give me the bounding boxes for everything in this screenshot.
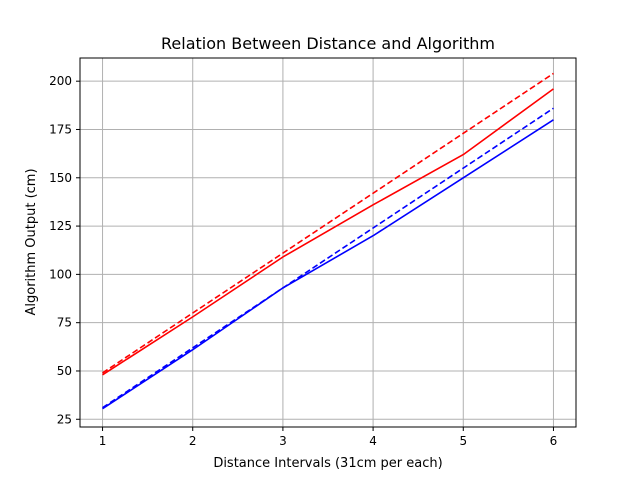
tick-group: 1 2 3 4 5 6 25 50 75 100 125 150 175 200 (49, 74, 557, 448)
series-line-4 (102, 107, 554, 409)
plot-frame (79, 57, 577, 428)
series-line-1 (102, 88, 554, 376)
x-tick-label: 4 (369, 434, 377, 448)
x-tick-label: 2 (189, 434, 197, 448)
x-tick-label: 5 (459, 434, 467, 448)
x-tick-label: 6 (550, 434, 558, 448)
x-tick-label: 1 (99, 434, 107, 448)
grid (80, 58, 576, 427)
y-axis-label: Algorithm Output (cm) (24, 168, 39, 315)
y-tick-label: 125 (49, 219, 72, 233)
series-group (102, 72, 554, 410)
y-tick-label: 200 (49, 74, 72, 88)
y-tick-label: 150 (49, 171, 72, 185)
y-tick-label: 175 (49, 122, 72, 136)
y-tick-label: 100 (49, 267, 72, 281)
chart-title: Relation Between Distance and Algorithm (161, 34, 495, 53)
series-line-2 (102, 72, 554, 374)
x-tick-label: 3 (279, 434, 287, 448)
x-axis-label: Distance Intervals (31cm per each) (213, 456, 442, 471)
y-tick-label: 75 (57, 316, 72, 330)
y-tick-label: 50 (57, 364, 72, 378)
y-tick-label: 25 (57, 412, 72, 426)
series-line-3 (102, 119, 554, 410)
